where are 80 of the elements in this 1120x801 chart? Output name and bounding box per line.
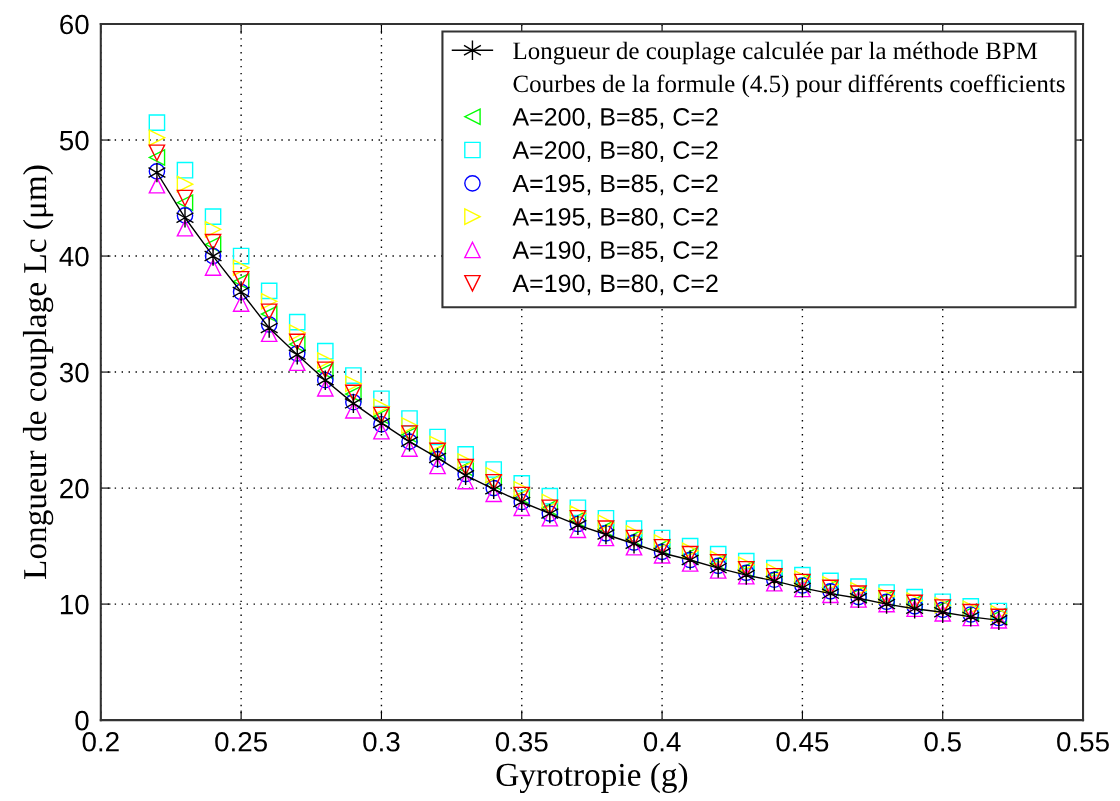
legend-label: A=195, B=80, C=2: [512, 207, 718, 229]
point: [934, 605, 952, 622]
point: [288, 313, 306, 331]
point: [401, 417, 418, 434]
legend-label: A=190, B=80, C=2: [512, 274, 718, 296]
point: [204, 208, 222, 225]
point: [148, 149, 166, 166]
point: [485, 485, 503, 503]
point: [232, 259, 250, 276]
point: [204, 259, 222, 276]
point: [597, 514, 615, 532]
point: [176, 207, 194, 224]
point: [569, 505, 587, 522]
point: [485, 461, 503, 478]
point: [148, 114, 166, 131]
point: [485, 466, 503, 484]
legend-label: A=200, B=85, C=2: [512, 108, 718, 129]
point: [541, 493, 559, 511]
point: [175, 207, 195, 229]
point: [260, 316, 278, 333]
point: [373, 390, 390, 408]
point: [176, 194, 194, 212]
point: [345, 367, 362, 384]
point: [204, 221, 222, 238]
point: [288, 324, 306, 341]
x-tick-label: 0.5: [924, 731, 961, 752]
point: [148, 176, 166, 194]
y-tick-label: 10: [60, 594, 89, 615]
x-tick-label: 0.4: [643, 731, 681, 752]
point: [260, 292, 278, 310]
point: [288, 345, 306, 362]
y-tick-label: 30: [59, 362, 89, 383]
point: [513, 475, 531, 492]
point: [766, 563, 783, 580]
point: [429, 428, 446, 446]
point: [345, 375, 362, 392]
point: [822, 576, 839, 593]
point: [232, 295, 250, 312]
y-tick-label: 40: [59, 246, 89, 267]
point: [429, 435, 446, 453]
y-tick-label: 20: [60, 478, 89, 499]
point: [176, 175, 194, 193]
legend-label: A=190, B=85, C=2: [512, 241, 718, 262]
x-tick-label: 0.3: [363, 731, 400, 752]
point: [176, 189, 194, 207]
legend-label: Longueur de couplage calculée par la méthode BPM: [513, 41, 1038, 65]
point: [681, 555, 699, 572]
legend-label: A=200, B=80, C=2: [512, 141, 718, 162]
point: [260, 317, 279, 339]
y-tick-label: 60: [60, 14, 89, 35]
point: [513, 480, 531, 498]
point: [653, 547, 671, 564]
y-tick-label: 50: [59, 130, 89, 151]
point: [288, 354, 306, 372]
y-axis-title: Longueur de couplage Lc (μm): [22, 165, 54, 580]
y-tick-label: 0: [75, 710, 89, 731]
point: [794, 570, 811, 587]
x-axis-title: Gyrotropie (g): [496, 762, 688, 793]
point: [373, 398, 390, 416]
x-tick-label: 0.35: [495, 731, 548, 752]
point: [260, 282, 278, 300]
x-tick-label: 0.25: [215, 731, 267, 752]
point: [316, 352, 334, 369]
point: [737, 556, 755, 573]
point: [457, 453, 474, 470]
point: [232, 247, 250, 265]
point: [176, 161, 194, 179]
point: [625, 524, 643, 542]
point: [148, 144, 166, 162]
x-tick-label: 0.2: [82, 731, 119, 752]
point: [148, 129, 166, 147]
point: [709, 562, 727, 579]
point: [316, 342, 334, 360]
legend-label: A=195, B=85, C=2: [512, 174, 718, 196]
point: [653, 534, 671, 551]
point: [176, 219, 194, 237]
point: [794, 577, 811, 594]
x-tick-label: 0.55: [1057, 731, 1109, 752]
annotation: Courbes de la formule (4.5) pour différents coefficients: [513, 74, 1065, 98]
x-tick-label: 0.45: [776, 731, 829, 752]
